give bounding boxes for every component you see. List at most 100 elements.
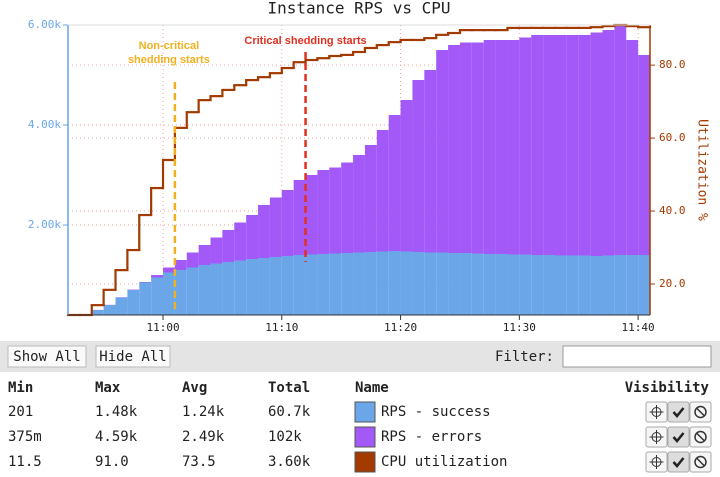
- bar-segment: [590, 32, 603, 256]
- icon-hide: [694, 430, 707, 444]
- bar-segment: [388, 251, 401, 315]
- bar-segment: [602, 30, 615, 256]
- bar-segment: [412, 80, 425, 252]
- filter-input[interactable]: [562, 345, 712, 368]
- bar-segment: [483, 254, 496, 315]
- icon-hide: [695, 432, 706, 442]
- bar-segment: [531, 35, 544, 255]
- bar-segment: [281, 190, 294, 256]
- bar-segment: [210, 263, 223, 315]
- table-cell: 102k: [268, 429, 302, 445]
- table-cell: 11.5: [8, 454, 42, 470]
- bar-segment: [234, 260, 247, 315]
- legend-name: RPS - errors: [381, 429, 482, 445]
- bar-segment: [448, 253, 460, 315]
- bar-segment: [210, 237, 223, 264]
- icon-focus: [649, 430, 664, 444]
- annotation-text: Non-critical: [139, 40, 200, 52]
- bar-segment: [353, 155, 365, 253]
- hide-all-label: Hide All: [99, 349, 166, 365]
- y-tick-label: 2.00k: [28, 218, 61, 231]
- bar-segment: [163, 272, 175, 315]
- bar-segment: [495, 254, 508, 315]
- bar-segment: [258, 205, 270, 258]
- bar-segment: [519, 254, 532, 315]
- visibility-button[interactable]: [689, 426, 712, 448]
- table-cell: 375m: [8, 429, 42, 445]
- icon-hide: [694, 455, 707, 469]
- bar-segment: [614, 25, 627, 255]
- bar-segment: [495, 40, 508, 254]
- bar-segment: [554, 255, 567, 315]
- visibility-button[interactable]: [645, 401, 668, 423]
- bar-segment: [626, 40, 639, 255]
- visibility-button[interactable]: [689, 451, 712, 473]
- bar-segment: [590, 256, 603, 315]
- annotation-text: Critical shedding starts: [244, 35, 366, 47]
- table-cell: 1.24k: [182, 404, 225, 420]
- bar-segment: [614, 255, 627, 315]
- bar-segment: [246, 215, 259, 259]
- x-tick-label: 11:30: [503, 321, 536, 334]
- bar-segment: [412, 252, 425, 315]
- icon-check: [672, 432, 685, 443]
- bar-segment: [638, 55, 650, 255]
- y2-tick-label: 40.0: [659, 204, 686, 217]
- bar-segment: [151, 277, 164, 315]
- x-tick-label: 11:10: [265, 321, 298, 334]
- bar-segment: [281, 256, 294, 315]
- icon-focus: [649, 455, 664, 469]
- bar-segment: [459, 42, 472, 253]
- bar-segment: [471, 42, 484, 254]
- bar-segment: [186, 267, 199, 315]
- bar-segment: [163, 267, 175, 273]
- x-tick-label: 11:40: [622, 321, 655, 334]
- bar-segment: [341, 253, 354, 315]
- icon-check: [672, 407, 685, 418]
- y-tick-label: 4.00k: [28, 118, 61, 131]
- table-cell: 73.5: [182, 454, 216, 470]
- visibility-button[interactable]: [667, 426, 690, 448]
- legend-swatch: [354, 426, 376, 448]
- bar-segment: [305, 175, 318, 255]
- bar-segment: [471, 253, 484, 315]
- y2-tick-label: 60.0: [659, 131, 686, 144]
- x-tick-label: 11:20: [384, 321, 417, 334]
- legend-name: CPU utilization: [381, 454, 507, 470]
- legend-name: RPS - success: [381, 404, 491, 420]
- hide-all-button[interactable]: [95, 345, 171, 368]
- visibility-button[interactable]: [645, 426, 668, 448]
- bar-segment: [186, 252, 199, 268]
- bar-segment: [353, 252, 365, 315]
- visibility-button[interactable]: [645, 451, 668, 473]
- chart-title: Instance RPS vs CPU: [267, 0, 450, 18]
- y2-axis-label: Utilization %: [695, 119, 710, 221]
- y2-tick-label: 20.0: [659, 277, 686, 290]
- bar-segment: [507, 254, 520, 315]
- show-all-button[interactable]: [7, 345, 87, 368]
- visibility-button[interactable]: [689, 401, 712, 423]
- bar-segment: [341, 162, 354, 253]
- bar-segment: [91, 310, 104, 315]
- y2-tick-label: 80.0: [659, 58, 686, 71]
- button-box: [667, 426, 690, 448]
- bar-segment: [483, 40, 496, 254]
- bar-segment: [566, 35, 579, 256]
- bar-segment: [543, 35, 555, 255]
- bar-segment: [174, 270, 187, 315]
- bar-segment: [578, 255, 591, 315]
- bar-segment: [436, 252, 449, 315]
- bar-segment: [554, 35, 567, 256]
- bar-segment: [626, 255, 639, 315]
- table-cell: 60.7k: [268, 404, 311, 420]
- bar-segment: [222, 230, 235, 262]
- bar-segment: [424, 70, 437, 253]
- bar-segment: [174, 260, 187, 270]
- bar-segment: [115, 297, 128, 315]
- bar-segment: [436, 50, 449, 253]
- bar-segment: [317, 170, 330, 254]
- bar-segment: [234, 222, 247, 261]
- bar-segment: [448, 45, 460, 253]
- visibility-button[interactable]: [667, 401, 690, 423]
- visibility-button[interactable]: [667, 451, 690, 473]
